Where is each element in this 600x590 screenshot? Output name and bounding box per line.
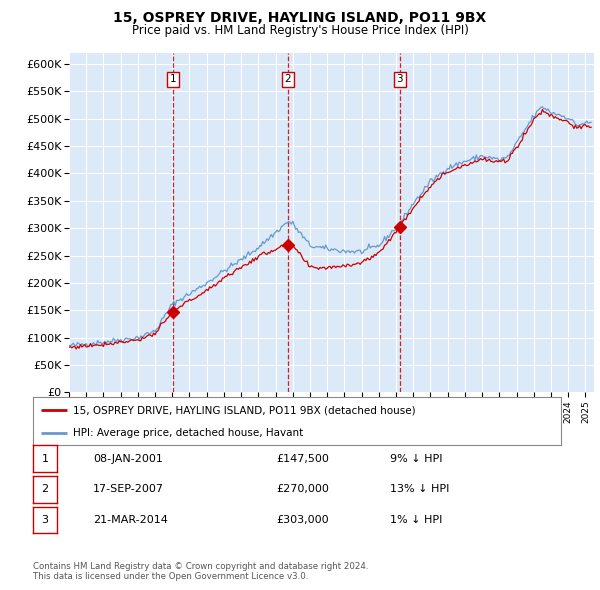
Text: 1: 1 — [41, 454, 49, 464]
Text: 17-SEP-2007: 17-SEP-2007 — [93, 484, 164, 494]
Text: Price paid vs. HM Land Registry's House Price Index (HPI): Price paid vs. HM Land Registry's House … — [131, 24, 469, 37]
Text: 2: 2 — [41, 484, 49, 494]
Text: 08-JAN-2001: 08-JAN-2001 — [93, 454, 163, 464]
Text: 15, OSPREY DRIVE, HAYLING ISLAND, PO11 9BX: 15, OSPREY DRIVE, HAYLING ISLAND, PO11 9… — [113, 11, 487, 25]
Text: 9% ↓ HPI: 9% ↓ HPI — [390, 454, 443, 464]
Text: HPI: Average price, detached house, Havant: HPI: Average price, detached house, Hava… — [73, 428, 303, 438]
Text: 2: 2 — [284, 74, 291, 84]
Text: 21-MAR-2014: 21-MAR-2014 — [93, 515, 168, 525]
Text: 1% ↓ HPI: 1% ↓ HPI — [390, 515, 442, 525]
Text: 1: 1 — [169, 74, 176, 84]
Text: Contains HM Land Registry data © Crown copyright and database right 2024.: Contains HM Land Registry data © Crown c… — [33, 562, 368, 571]
Text: £303,000: £303,000 — [276, 515, 329, 525]
Text: 3: 3 — [41, 515, 49, 525]
Text: £147,500: £147,500 — [276, 454, 329, 464]
Text: This data is licensed under the Open Government Licence v3.0.: This data is licensed under the Open Gov… — [33, 572, 308, 581]
Text: 3: 3 — [397, 74, 403, 84]
Text: 15, OSPREY DRIVE, HAYLING ISLAND, PO11 9BX (detached house): 15, OSPREY DRIVE, HAYLING ISLAND, PO11 9… — [73, 405, 415, 415]
Text: 13% ↓ HPI: 13% ↓ HPI — [390, 484, 449, 494]
Text: £270,000: £270,000 — [276, 484, 329, 494]
